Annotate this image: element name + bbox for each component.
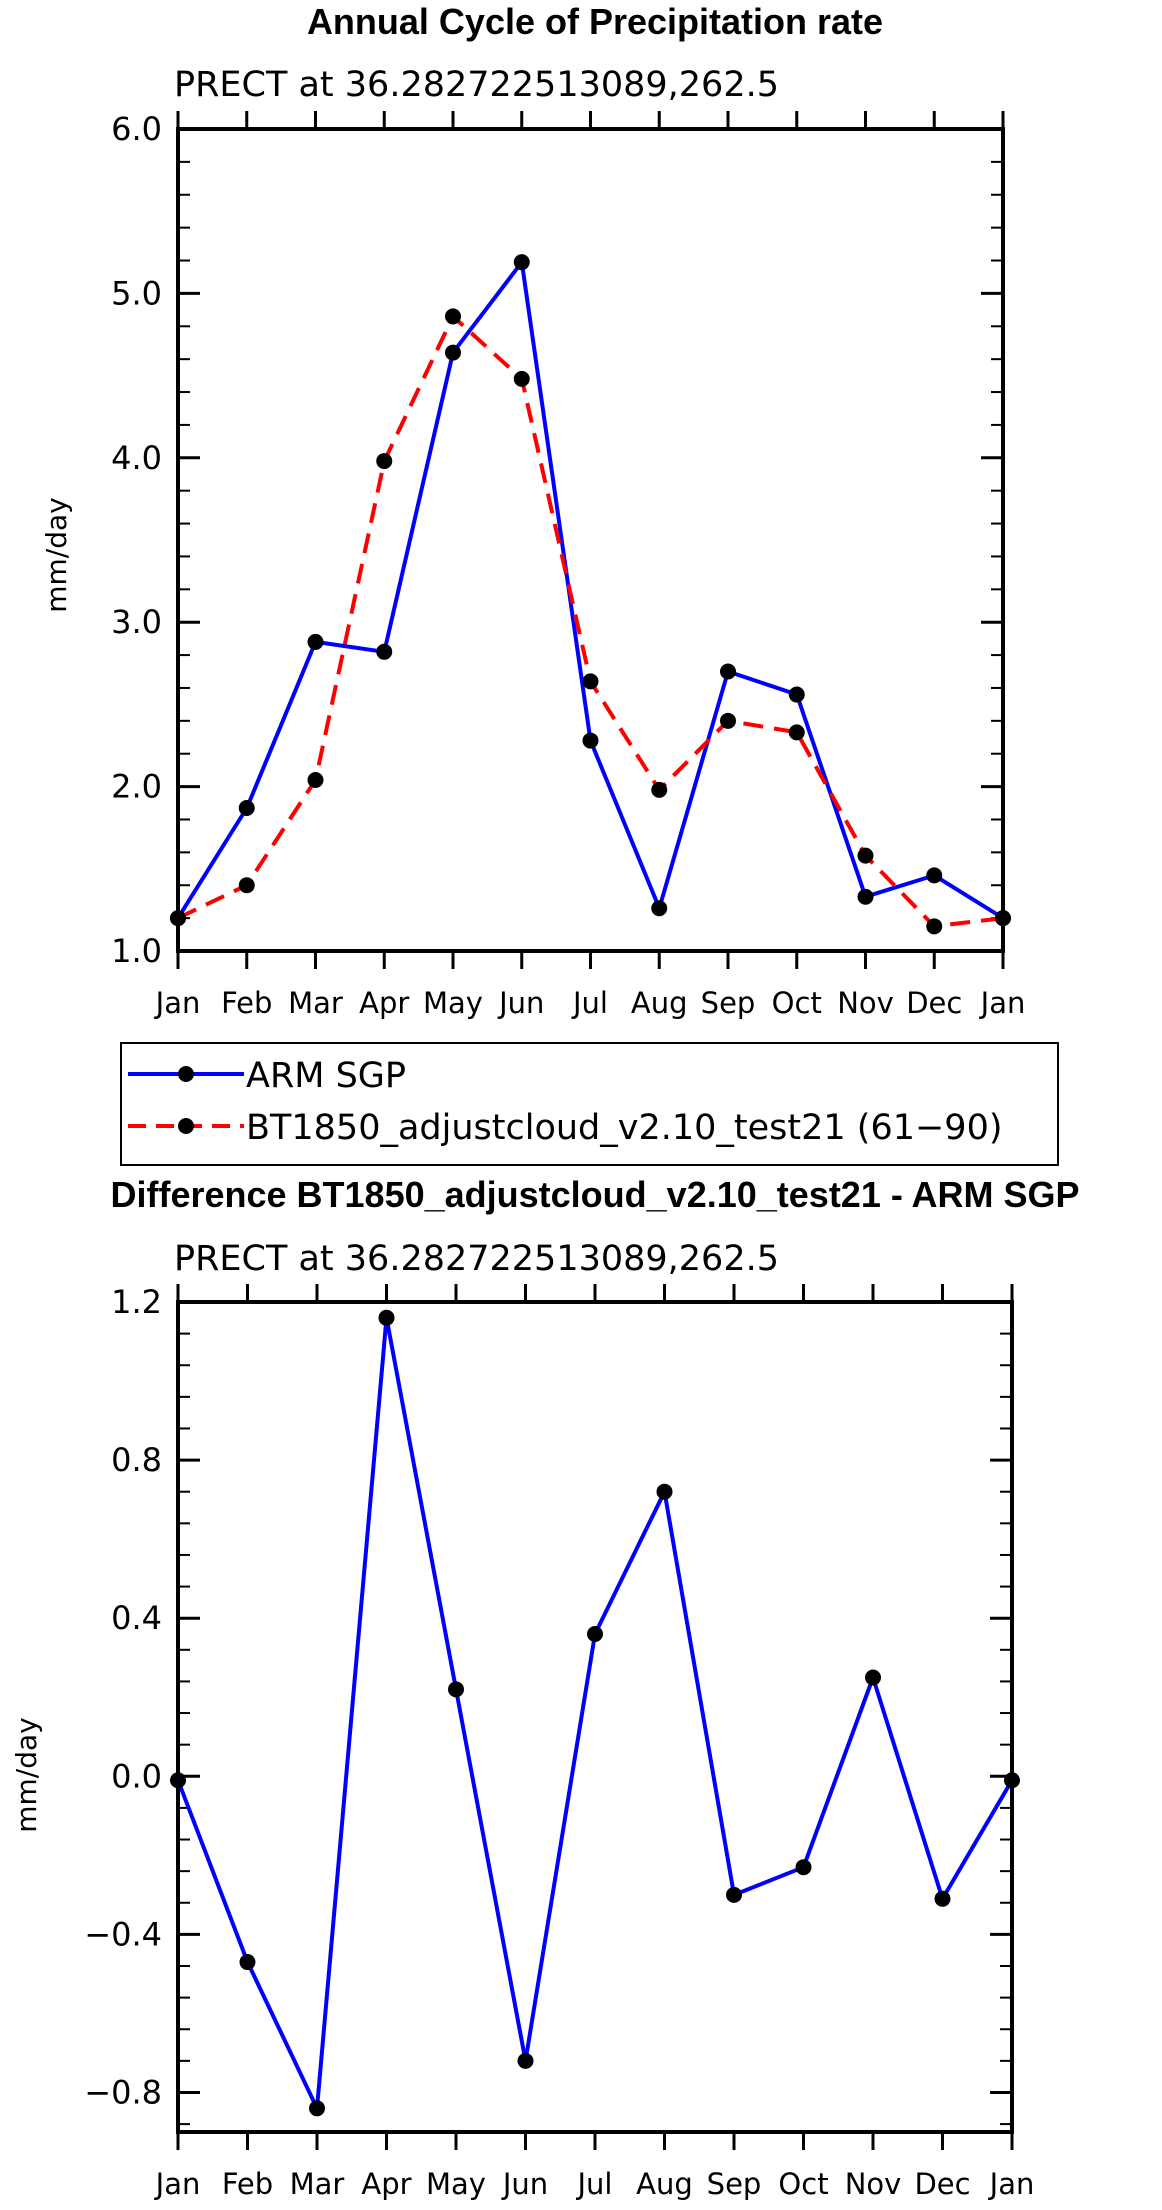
chart1-series-1-point <box>376 453 393 470</box>
chart1-series-0-line <box>176 260 1005 920</box>
chart2-xtick-label: Mar <box>290 2167 345 2201</box>
chart2-xtick-label: Sep <box>707 2167 762 2201</box>
chart2-xtick-label: Jun <box>501 2167 548 2201</box>
chart1-xtick-label: Sep <box>701 986 756 1020</box>
chart1-xtick-label: May <box>423 986 483 1020</box>
chart1-series-0-point <box>445 344 461 361</box>
chart2-series-0-line <box>176 1315 1014 2111</box>
chart1-series-0-point <box>857 888 874 905</box>
chart1-xtick-label: Jan <box>979 986 1026 1020</box>
chart2-ytick-label: 0.8 <box>111 1441 162 1479</box>
chart1-series-1-point <box>445 308 461 325</box>
chart2-series-0-point <box>239 1954 256 1971</box>
chart2-x-ticks: Jan Feb Mar Apr May Jun Jul Aug Sep Oct Nov Dec Jan <box>154 1284 1035 2201</box>
chart1-xtick-label: Nov <box>837 986 894 1020</box>
chart1-x-ticks: Jan Feb Mar Apr May Jun Jul Aug Sep Oct Nov Dec Jan <box>154 111 1026 1020</box>
legend-model-label: BT1850_adjustcloud_v2.10_test21 (61−90) <box>246 1108 1003 1148</box>
legend-box <box>120 1042 1059 1166</box>
chart1-xtick-label: Aug <box>631 986 688 1020</box>
chart2-series-0-point <box>726 1886 742 1903</box>
chart2-xtick-label: Jan <box>154 2167 201 2201</box>
chart2-series <box>170 1309 1020 2117</box>
chart2-xtick-label: May <box>426 2167 486 2201</box>
chart2-minor-ticks <box>178 1332 1012 2126</box>
chart2-series-0-point <box>656 1483 673 1500</box>
chart1-series-0-point <box>513 254 530 271</box>
chart2-series-0-point <box>865 1669 881 1686</box>
chart1-xtick-label: Mar <box>288 986 343 1020</box>
chart1-subtitle: PRECT at 36.282722513089,262.5 <box>174 65 779 105</box>
chart2-series-0-point <box>309 2100 325 2117</box>
chart1-series-0-point <box>651 900 668 917</box>
chart1-series-0-point <box>307 633 324 650</box>
chart1-ytick-label: 4.0 <box>111 439 162 477</box>
chart2-xtick-label: Oct <box>778 2167 828 2201</box>
chart2-xtick-label: Jul <box>576 2167 613 2201</box>
chart1-xtick-label: Oct <box>772 986 822 1020</box>
legend-model-marker <box>178 1118 194 1134</box>
chart1-series-1-point <box>788 724 805 741</box>
chart2-series-0-point <box>517 2052 534 2069</box>
chart1-y-ticks: 1.0 2.0 3.0 4.0 5.0 6.0 <box>111 110 1003 970</box>
chart1-xtick-label: Jan <box>154 986 201 1020</box>
legend-arm-label: ARM SGP <box>246 1056 406 1096</box>
chart1-xtick-label: Apr <box>359 986 409 1020</box>
chart2-series-0-point <box>795 1859 812 1876</box>
chart1-series-0-point <box>582 732 599 749</box>
chart2-ytick-label: −0.8 <box>84 2073 162 2111</box>
chart1-ytick-label: 3.0 <box>111 603 162 641</box>
chart2-ylabel: mm/day <box>10 1717 43 1833</box>
chart1-series <box>170 254 1011 935</box>
chart2-title: Difference BT1850_adjustcloud_v2.10_test… <box>110 1174 1079 1215</box>
chart1-ylabel: mm/day <box>40 497 73 613</box>
chart1-title: Annual Cycle of Precipitation rate <box>307 1 883 42</box>
chart1-legend: ARM SGP BT1850_adjustcloud_v2.10_test21 … <box>120 1042 1059 1166</box>
chart1-series-0-point <box>788 686 805 703</box>
chart2-subtitle: PRECT at 36.282722513089,262.5 <box>174 1239 779 1279</box>
chart1-series-1-point <box>582 673 599 690</box>
chart1-series-1-point <box>926 918 943 935</box>
chart1-xtick-label: Feb <box>221 986 272 1020</box>
chart2-xtick-label: Nov <box>845 2167 902 2201</box>
chart1-ytick-label: 5.0 <box>111 274 162 312</box>
chart1-series-1-point <box>513 370 530 387</box>
chart1-series-0-point <box>926 867 943 884</box>
legend-arm-marker <box>178 1066 194 1082</box>
chart1-xtick-label: Jul <box>571 986 608 1020</box>
chart2-series-0-point <box>587 1626 603 1642</box>
chart1-series-1-point <box>720 712 736 729</box>
chart1-series-1-point <box>651 781 668 798</box>
chart1-xtick-label: Dec <box>906 986 962 1020</box>
chart2-xtick-label: Dec <box>914 2167 970 2201</box>
chart1-ytick-label: 2.0 <box>111 768 162 806</box>
chart1-series-0-point <box>238 799 255 816</box>
chart1-series-0-point <box>720 663 736 680</box>
chart2-series-0-point <box>934 1890 951 1907</box>
difference-chart: Difference BT1850_adjustcloud_v2.10_test… <box>10 1174 1080 2201</box>
chart2-series-0-point <box>378 1309 395 1326</box>
chart2-xtick-label: Jan <box>988 2167 1035 2201</box>
chart2-ytick-label: 0.4 <box>111 1599 162 1637</box>
chart1-series-1-point <box>238 877 255 894</box>
annual-cycle-chart: Annual Cycle of Precipitation rate PRECT… <box>40 1 1025 1020</box>
chart2-ytick-label: −0.4 <box>84 1915 162 1953</box>
chart1-series-0-point <box>376 643 393 660</box>
chart1-series-1-point <box>307 772 324 789</box>
chart2-ytick-label: 1.2 <box>111 1283 162 1321</box>
chart1-plot-frame <box>176 127 1005 953</box>
chart2-xtick-label: Feb <box>222 2167 273 2201</box>
chart2-ytick-label: 0.0 <box>111 1757 162 1795</box>
chart1-series-1-point <box>857 847 874 864</box>
chart2-series-0-point <box>448 1681 464 1698</box>
chart1-xtick-label: Jun <box>497 986 544 1020</box>
chart2-xtick-label: Apr <box>361 2167 411 2201</box>
chart1-series-1-line <box>177 314 1004 929</box>
chart1-ytick-label: 6.0 <box>111 110 162 148</box>
chart2-plot-frame <box>176 1300 1014 2134</box>
chart2-y-ticks: −0.8 −0.4 0.0 0.4 0.8 1.2 <box>84 1283 1012 2111</box>
chart1-ytick-label: 1.0 <box>111 932 162 970</box>
chart2-xtick-label: Aug <box>636 2167 693 2201</box>
